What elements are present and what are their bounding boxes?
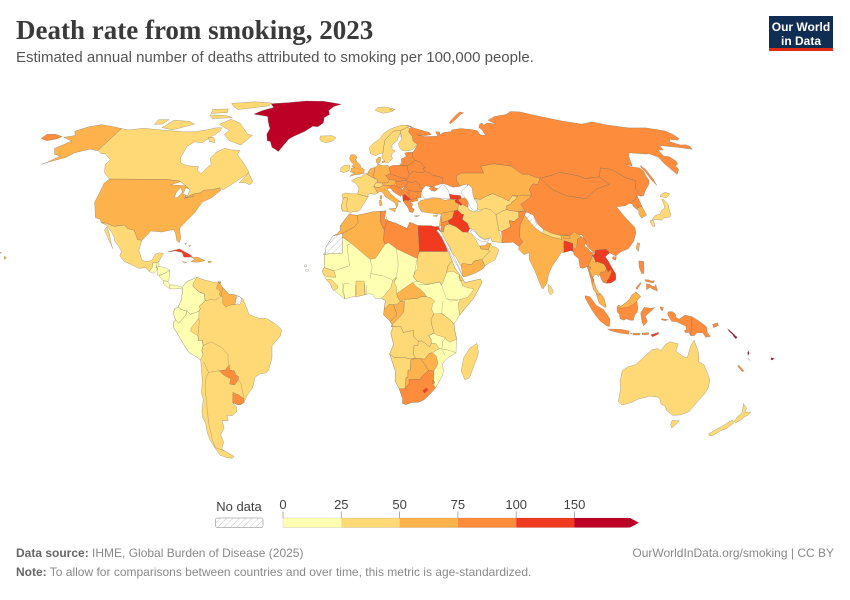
svg-text:50: 50: [392, 497, 406, 512]
svg-text:0: 0: [279, 497, 286, 512]
svg-text:75: 75: [451, 497, 465, 512]
svg-text:150: 150: [564, 497, 586, 512]
svg-text:No data: No data: [216, 499, 262, 514]
svg-text:100: 100: [505, 497, 527, 512]
svg-text:25: 25: [334, 497, 348, 512]
